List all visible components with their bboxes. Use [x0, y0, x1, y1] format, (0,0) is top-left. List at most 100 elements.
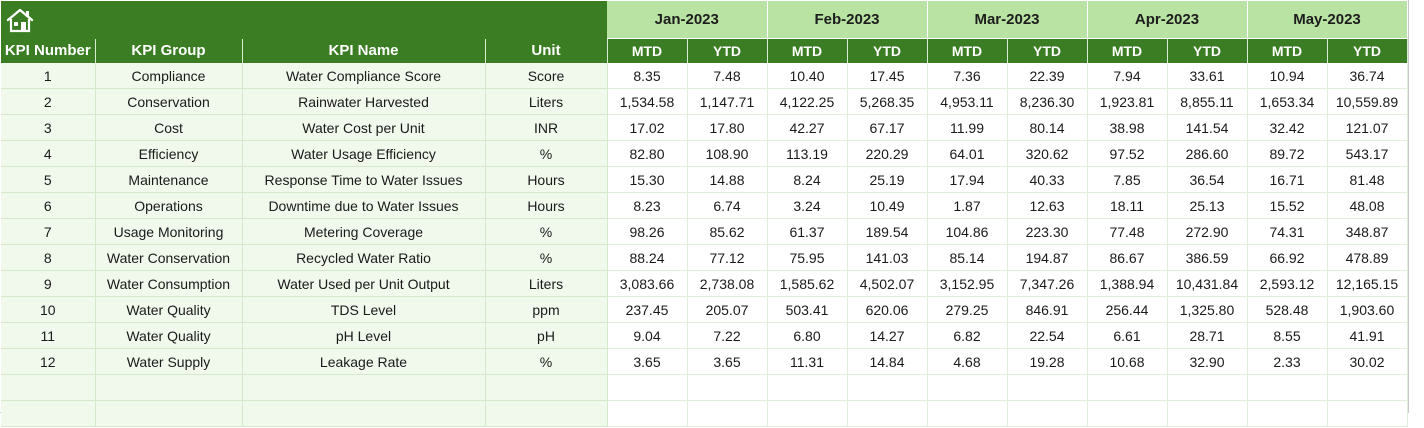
ytd-value-cell[interactable]: 4,502.07 [847, 270, 928, 297]
ytd-value-cell[interactable]: 7.22 [687, 322, 768, 349]
mtd-value-cell[interactable]: 88.24 [607, 244, 688, 271]
kpi-number-cell[interactable]: 11 [1, 322, 96, 349]
mtd-value-cell[interactable]: 86.67 [1087, 244, 1168, 271]
ytd-value-cell[interactable]: 41.91 [1327, 322, 1408, 349]
kpi-name-cell[interactable]: Water Usage Efficiency [242, 140, 486, 167]
home-icon[interactable] [5, 7, 35, 33]
ytd-value-cell[interactable]: 32.90 [1167, 348, 1248, 375]
mtd-value-cell[interactable]: 15.30 [607, 166, 688, 193]
ytd-value-cell[interactable]: 8,855.11 [1167, 88, 1248, 115]
ytd-value-cell[interactable]: 272.90 [1167, 218, 1248, 245]
mtd-value-cell[interactable]: 10.68 [1087, 348, 1168, 375]
mtd-value-cell[interactable]: 4,122.25 [767, 88, 848, 115]
kpi-name-cell[interactable]: pH Level [242, 322, 486, 349]
ytd-value-cell[interactable]: 12.63 [1007, 192, 1088, 219]
mtd-value-cell[interactable]: 18.11 [1087, 192, 1168, 219]
ytd-value-cell[interactable]: 10,431.84 [1167, 270, 1248, 297]
mtd-value-cell[interactable]: 528.48 [1247, 296, 1328, 323]
kpi-name-cell[interactable]: Water Used per Unit Output [242, 270, 486, 297]
unit-cell[interactable]: Liters [485, 88, 608, 115]
ytd-value-cell[interactable]: 22.54 [1007, 322, 1088, 349]
mtd-value-cell[interactable]: 16.71 [1247, 166, 1328, 193]
empty-cell[interactable] [1327, 400, 1408, 427]
empty-cell[interactable] [927, 374, 1008, 401]
kpi-name-cell[interactable]: Water Cost per Unit [242, 114, 486, 141]
kpi-number-cell[interactable]: 10 [1, 296, 96, 323]
mtd-value-cell[interactable]: 3.65 [607, 348, 688, 375]
ytd-value-cell[interactable]: 7.48 [687, 63, 768, 89]
ytd-value-cell[interactable]: 220.29 [847, 140, 928, 167]
ytd-value-cell[interactable]: 620.06 [847, 296, 928, 323]
kpi-group-cell[interactable]: Water Supply [95, 348, 243, 375]
mtd-value-cell[interactable]: 8.35 [607, 63, 688, 89]
empty-cell[interactable] [485, 400, 608, 427]
kpi-group-cell[interactable]: Water Quality [95, 296, 243, 323]
mtd-value-cell[interactable]: 104.86 [927, 218, 1008, 245]
kpi-group-cell[interactable]: Conservation [95, 88, 243, 115]
ytd-value-cell[interactable]: 194.87 [1007, 244, 1088, 271]
mtd-value-cell[interactable]: 8.55 [1247, 322, 1328, 349]
kpi-name-cell[interactable]: Recycled Water Ratio [242, 244, 486, 271]
ytd-value-cell[interactable]: 77.12 [687, 244, 768, 271]
ytd-value-cell[interactable]: 141.54 [1167, 114, 1248, 141]
mtd-value-cell[interactable]: 8.23 [607, 192, 688, 219]
mtd-value-cell[interactable]: 237.45 [607, 296, 688, 323]
mtd-value-cell[interactable]: 10.94 [1247, 63, 1328, 89]
kpi-name-cell[interactable]: Leakage Rate [242, 348, 486, 375]
unit-cell[interactable]: Hours [485, 192, 608, 219]
empty-cell[interactable] [1087, 374, 1168, 401]
mtd-value-cell[interactable]: 8.24 [767, 166, 848, 193]
ytd-value-cell[interactable]: 19.28 [1007, 348, 1088, 375]
kpi-name-cell[interactable]: Rainwater Harvested [242, 88, 486, 115]
mtd-value-cell[interactable]: 85.14 [927, 244, 1008, 271]
kpi-group-cell[interactable]: Usage Monitoring [95, 218, 243, 245]
empty-cell[interactable] [607, 400, 688, 427]
ytd-value-cell[interactable]: 28.71 [1167, 322, 1248, 349]
empty-cell[interactable] [1087, 400, 1168, 427]
mtd-value-cell[interactable]: 7.94 [1087, 63, 1168, 89]
kpi-number-cell[interactable]: 2 [1, 88, 96, 115]
mtd-value-cell[interactable]: 7.36 [927, 63, 1008, 89]
empty-cell[interactable] [847, 374, 928, 401]
ytd-value-cell[interactable]: 10.49 [847, 192, 928, 219]
ytd-value-cell[interactable]: 81.48 [1327, 166, 1408, 193]
empty-cell[interactable] [1247, 400, 1328, 427]
kpi-name-cell[interactable]: Downtime due to Water Issues [242, 192, 486, 219]
unit-cell[interactable]: INR [485, 114, 608, 141]
ytd-value-cell[interactable]: 108.90 [687, 140, 768, 167]
kpi-name-cell[interactable]: Response Time to Water Issues [242, 166, 486, 193]
kpi-group-cell[interactable]: Compliance [95, 63, 243, 89]
kpi-group-cell[interactable]: Water Consumption [95, 270, 243, 297]
unit-cell[interactable]: pH [485, 322, 608, 349]
mtd-value-cell[interactable]: 1,534.58 [607, 88, 688, 115]
mtd-value-cell[interactable]: 2,593.12 [1247, 270, 1328, 297]
mtd-value-cell[interactable]: 6.80 [767, 322, 848, 349]
mtd-value-cell[interactable]: 1,585.62 [767, 270, 848, 297]
ytd-value-cell[interactable]: 8,236.30 [1007, 88, 1088, 115]
mtd-value-cell[interactable]: 3,152.95 [927, 270, 1008, 297]
ytd-value-cell[interactable]: 40.33 [1007, 166, 1088, 193]
kpi-number-cell[interactable]: 4 [1, 140, 96, 167]
ytd-value-cell[interactable]: 48.08 [1327, 192, 1408, 219]
ytd-value-cell[interactable]: 36.74 [1327, 63, 1408, 89]
mtd-value-cell[interactable]: 503.41 [767, 296, 848, 323]
mtd-value-cell[interactable]: 77.48 [1087, 218, 1168, 245]
empty-cell[interactable] [847, 400, 928, 427]
empty-cell[interactable] [485, 374, 608, 401]
ytd-value-cell[interactable]: 67.17 [847, 114, 928, 141]
ytd-value-cell[interactable]: 205.07 [687, 296, 768, 323]
ytd-value-cell[interactable]: 12,165.15 [1327, 270, 1408, 297]
ytd-value-cell[interactable]: 3.65 [687, 348, 768, 375]
unit-cell[interactable]: ppm [485, 296, 608, 323]
ytd-value-cell[interactable]: 36.54 [1167, 166, 1248, 193]
ytd-value-cell[interactable]: 14.88 [687, 166, 768, 193]
empty-cell[interactable] [767, 400, 848, 427]
empty-cell[interactable] [1, 374, 96, 401]
ytd-value-cell[interactable]: 543.17 [1327, 140, 1408, 167]
ytd-value-cell[interactable]: 223.30 [1007, 218, 1088, 245]
ytd-value-cell[interactable]: 5,268.35 [847, 88, 928, 115]
mtd-value-cell[interactable]: 1.87 [927, 192, 1008, 219]
ytd-value-cell[interactable]: 348.87 [1327, 218, 1408, 245]
kpi-group-cell[interactable]: Water Conservation [95, 244, 243, 271]
kpi-number-cell[interactable]: 6 [1, 192, 96, 219]
